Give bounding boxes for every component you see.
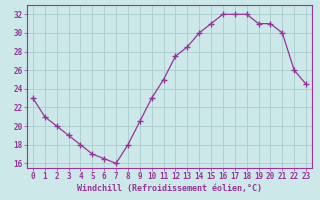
X-axis label: Windchill (Refroidissement éolien,°C): Windchill (Refroidissement éolien,°C): [77, 184, 262, 193]
